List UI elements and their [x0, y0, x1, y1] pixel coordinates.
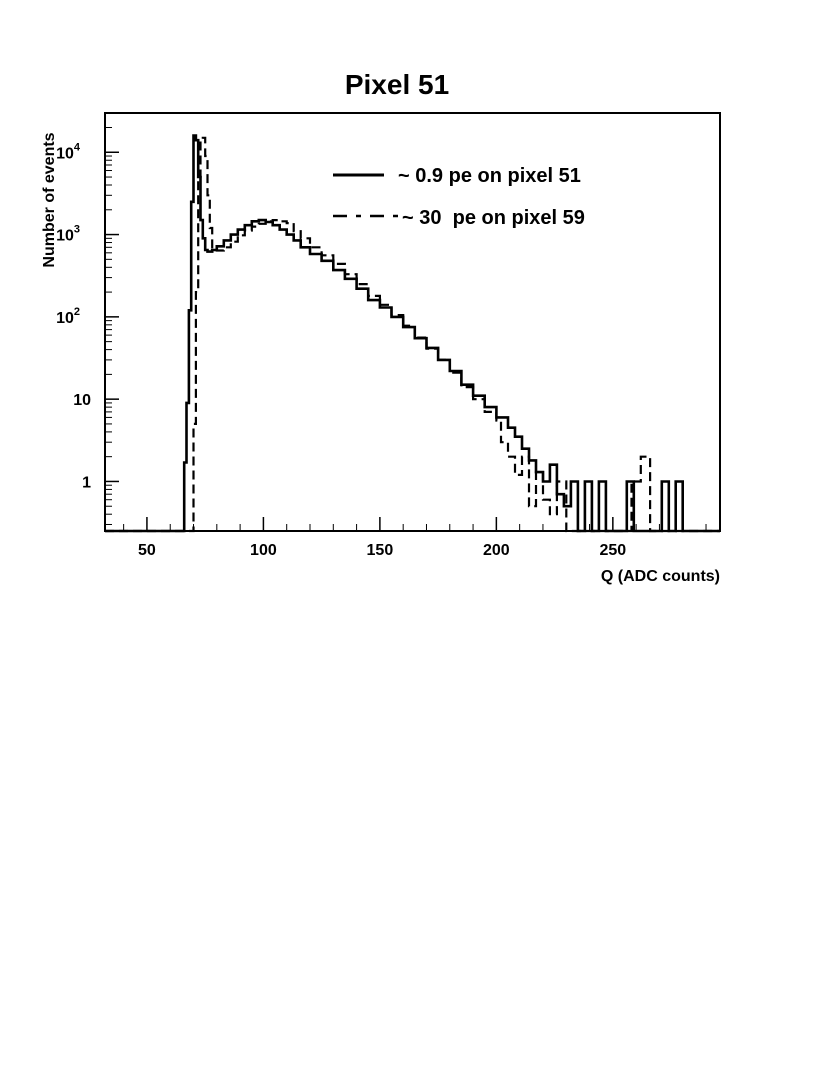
legend-label-dashed: ~ 30 pe on pixel 59 — [402, 207, 585, 229]
y-axis-label: Number of events — [41, 132, 58, 267]
x-tick-label-250: 250 — [599, 542, 626, 559]
series-solid-line — [105, 134, 720, 533]
x-tick-label-200: 200 — [483, 542, 510, 559]
plot-frame — [104, 112, 721, 532]
chart-title: Pixel 51 — [345, 69, 449, 100]
y-tick-label-10: 10 — [73, 392, 91, 409]
x-tick-label-150: 150 — [367, 542, 394, 559]
x-tick-label-100: 100 — [250, 542, 277, 559]
x-axis-label: Q (ADC counts) — [601, 568, 720, 585]
y-tick-label-100: 102 — [56, 306, 80, 327]
x-tick-label-50: 50 — [138, 542, 156, 559]
y-tick-label-10000: 104 — [56, 141, 81, 162]
legend: ~ 0.9 pe on pixel 51 ~ 30 pe on pixel 59 — [333, 165, 585, 229]
y-tick-label-1: 1 — [82, 474, 91, 491]
series-dashed-line — [105, 136, 720, 533]
legend-label-solid: ~ 0.9 pe on pixel 51 — [398, 165, 581, 187]
y-tick-label-1000: 103 — [56, 224, 80, 245]
